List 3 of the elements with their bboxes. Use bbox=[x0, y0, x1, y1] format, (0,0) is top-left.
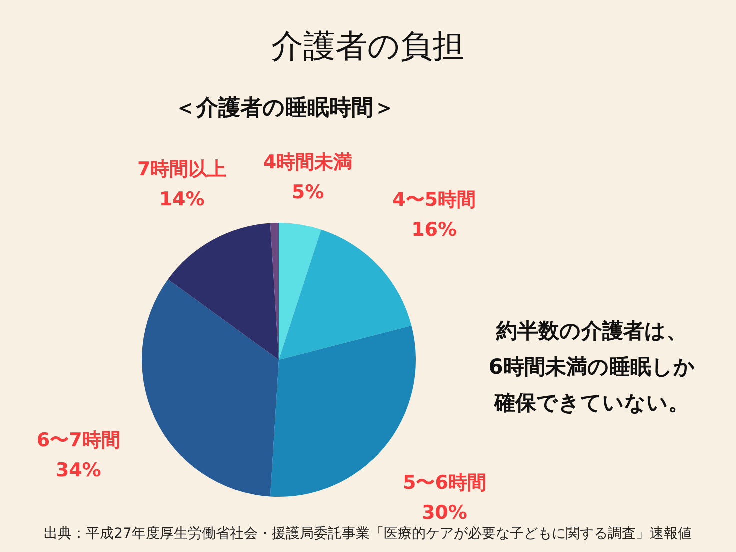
source: 出典：平成27年度厚生労働省社会・援護局委託事業「医療的ケアが必要な子どもに関する調査」速報値 bbox=[44, 526, 692, 542]
title: 介護者の負担 bbox=[272, 27, 464, 65]
subtitle: ＜介護者の睡眠時間＞ bbox=[174, 96, 396, 121]
